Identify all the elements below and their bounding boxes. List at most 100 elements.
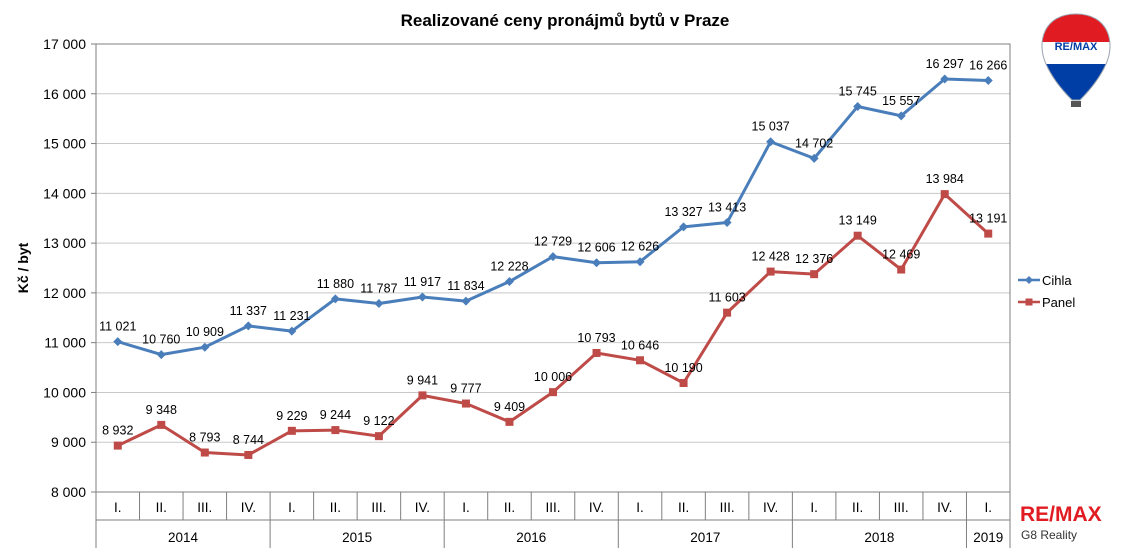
data-point-cihla <box>679 222 689 232</box>
data-label-cihla: 12 729 <box>534 235 572 249</box>
data-label-cihla: 11 834 <box>447 279 484 293</box>
y-tick-label: 10 000 <box>43 384 86 400</box>
data-label-cihla: 11 231 <box>273 309 310 323</box>
data-point-cihla <box>374 298 384 308</box>
x-tick-label-quarter: IV. <box>241 500 256 515</box>
data-label-panel: 9 777 <box>450 382 481 396</box>
data-point-cihla <box>940 74 950 84</box>
data-point-cihla <box>592 258 602 268</box>
data-label-panel: 10 793 <box>577 331 615 345</box>
y-tick-label: 9 000 <box>51 434 86 450</box>
x-tick-label-quarter: IV. <box>937 500 952 515</box>
x-tick-label-quarter: III. <box>371 500 386 515</box>
data-label-cihla: 11 917 <box>404 275 441 289</box>
balloon-basket <box>1071 101 1081 107</box>
data-label-panel: 11 603 <box>708 291 745 305</box>
y-tick-label: 8 000 <box>51 484 86 500</box>
data-label-panel: 9 244 <box>320 408 351 422</box>
x-tick-label-year: 2014 <box>168 530 199 545</box>
data-point-cihla <box>853 101 863 111</box>
data-label-panel: 10 006 <box>534 370 572 384</box>
data-point-panel <box>157 420 166 429</box>
x-tick-label-quarter: III. <box>545 500 560 515</box>
x-tick-label-quarter: III. <box>720 500 735 515</box>
x-tick-label-quarter: IV. <box>415 500 430 515</box>
data-point-cihla <box>504 277 514 287</box>
x-tick-label-quarter: IV. <box>763 500 778 515</box>
data-label-panel: 10 190 <box>664 361 702 375</box>
data-point-panel <box>287 426 296 435</box>
y-tick-label: 17 000 <box>43 36 86 52</box>
data-point-cihla <box>983 76 993 86</box>
data-label-panel: 9 229 <box>276 409 307 423</box>
data-point-cihla <box>243 321 253 331</box>
data-labels: 11 021 10 760 10 909 11 337 11 231 11 880 11 7… <box>99 57 1007 447</box>
data-label-cihla: 12 228 <box>490 260 528 274</box>
x-tick-label-year: 2018 <box>864 530 894 545</box>
data-point-panel <box>810 270 819 279</box>
data-label-cihla: 11 787 <box>360 281 397 295</box>
balloon-logo-text: RE/MAX <box>1055 41 1098 53</box>
data-point-cihla <box>417 292 427 302</box>
x-tick-label-quarter: III. <box>197 500 212 515</box>
data-label-panel: 13 149 <box>839 214 877 228</box>
data-point-cihla <box>156 350 166 360</box>
data-label-cihla: 14 702 <box>795 136 833 150</box>
data-point-panel <box>592 348 601 357</box>
corner-logo-text: RE/MAX <box>1020 503 1102 526</box>
data-point-cihla <box>722 218 732 228</box>
data-point-panel <box>766 267 775 276</box>
legend-item-cihla: Cihla <box>1018 273 1072 288</box>
y-tick-label: 14 000 <box>43 185 86 201</box>
data-point-panel <box>244 450 253 459</box>
corner-logo-subtitle: G8 Reality <box>1021 528 1077 542</box>
data-point-panel <box>679 378 688 387</box>
remax-corner-logo: RE/MAX G8 Reality <box>1020 503 1102 542</box>
chart-title: Realizované ceny pronájmů bytů v Praze <box>401 11 730 30</box>
data-point-cihla <box>461 296 471 306</box>
data-point-panel <box>984 229 993 238</box>
data-label-panel: 8 932 <box>102 424 133 438</box>
data-point-panel <box>636 356 645 365</box>
data-point-panel <box>331 426 340 435</box>
data-point-cihla <box>330 294 340 304</box>
data-label-cihla: 16 266 <box>969 59 1007 73</box>
data-point-panel <box>549 388 557 397</box>
series-lines <box>113 74 993 459</box>
data-point-cihla <box>113 337 123 347</box>
data-point-panel <box>853 231 862 240</box>
y-axis-label: Kč / byt <box>15 242 31 293</box>
y-tick-label: 15 000 <box>43 136 86 152</box>
x-tick-label-quarter: IV. <box>589 500 604 515</box>
x-tick-label-quarter: I. <box>984 500 992 515</box>
data-label-panel: 12 469 <box>882 248 920 262</box>
data-label-panel: 13 984 <box>926 172 964 186</box>
legend: Cihla Panel <box>1018 273 1075 310</box>
x-tick-label-quarter: I. <box>810 500 818 515</box>
data-point-cihla <box>896 111 906 121</box>
data-label-cihla: 12 606 <box>577 241 615 255</box>
x-tick-label-quarter: II. <box>678 500 689 515</box>
data-point-panel <box>461 399 470 408</box>
data-label-cihla: 15 557 <box>882 94 920 108</box>
y-tick-labels: 8 000 9 000 10 000 11 000 12 000 13 000 14 000… <box>43 36 96 500</box>
data-point-panel <box>897 265 906 274</box>
data-label-cihla: 13 327 <box>664 205 702 219</box>
data-label-cihla: 10 760 <box>142 333 180 347</box>
data-label-cihla: 11 337 <box>230 304 267 318</box>
x-tick-label-quarter: II. <box>156 500 167 515</box>
x-tick-label-quarter: I. <box>462 500 470 515</box>
data-point-panel <box>505 417 514 426</box>
data-label-panel: 9 348 <box>146 403 177 417</box>
data-point-panel <box>113 441 122 450</box>
data-point-cihla <box>635 257 645 267</box>
data-point-cihla <box>548 252 558 262</box>
x-tick-label-year: 2017 <box>690 530 720 545</box>
data-point-cihla <box>200 342 210 352</box>
data-label-panel: 8 793 <box>189 431 220 445</box>
data-point-panel <box>418 391 427 400</box>
x-axis-table: I. II. III. IV. I. II. III. IV. I. II. III. IV. I. II… <box>95 492 1011 548</box>
x-tick-label-quarter: II. <box>330 500 341 515</box>
data-point-panel <box>723 308 732 317</box>
